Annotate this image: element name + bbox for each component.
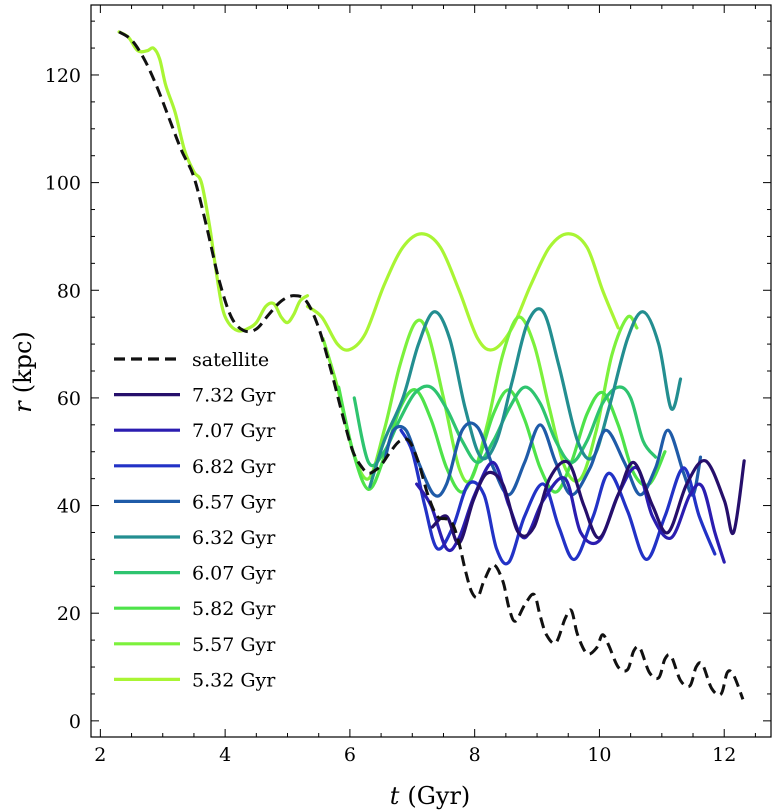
legend-entry: 6.57 Gyr	[192, 491, 276, 513]
plot-frame	[90, 4, 772, 738]
x-tick-label: 8	[469, 744, 481, 766]
x-tick-label: 10	[587, 744, 611, 766]
legend-entry: 7.07 Gyr	[192, 420, 276, 442]
legend-entry: 6.32 Gyr	[192, 527, 276, 549]
y-tick-label: 100	[45, 173, 81, 195]
legend-entry: 5.82 Gyr	[192, 598, 276, 620]
series-line-6-57-gyr	[383, 421, 703, 498]
x-axis-label: t (Gyr)	[390, 782, 471, 810]
x-tick-label: 6	[344, 744, 356, 766]
x-tick-label: 4	[219, 744, 231, 766]
y-tick-label: 20	[57, 603, 81, 625]
y-tick-label: 80	[57, 280, 81, 302]
legend-entry: 5.57 Gyr	[192, 634, 276, 656]
legend-entry: satellite	[192, 349, 269, 371]
series-line-satellite	[118, 30, 745, 700]
legend-entry: 6.82 Gyr	[192, 456, 276, 478]
x-tick-label: 12	[712, 744, 736, 766]
series-line-7-32-gyr	[430, 459, 746, 545]
legend-entry: 6.07 Gyr	[192, 563, 276, 585]
y-tick-label: 120	[45, 65, 81, 87]
series-line-7-07-gyr	[415, 460, 726, 564]
series-layer	[117, 30, 746, 700]
y-tick-labels: 0 20 40 60 80 100 120	[45, 65, 81, 733]
x-tick-labels: 2 4 6 8 10 12	[94, 744, 736, 766]
legend-entry: 5.32 Gyr	[192, 669, 276, 691]
plot-background	[91, 5, 771, 737]
y-axis-label: r(kpc)	[9, 331, 37, 413]
series-line-5-32-gyr	[305, 232, 620, 352]
x-tick-label: 2	[94, 744, 106, 766]
legend-entry: 7.32 Gyr	[192, 385, 276, 407]
y-tick-label: 60	[57, 388, 81, 410]
y-tick-label: 40	[57, 496, 81, 518]
series-line-6-32-gyr	[368, 307, 683, 489]
y-tick-label: 0	[69, 711, 81, 733]
legend: satellite 7.32 Gyr 7.07 Gyr 6.82 Gyr 6.57 Gy…	[114, 349, 276, 691]
tick-marks	[91, 5, 771, 737]
